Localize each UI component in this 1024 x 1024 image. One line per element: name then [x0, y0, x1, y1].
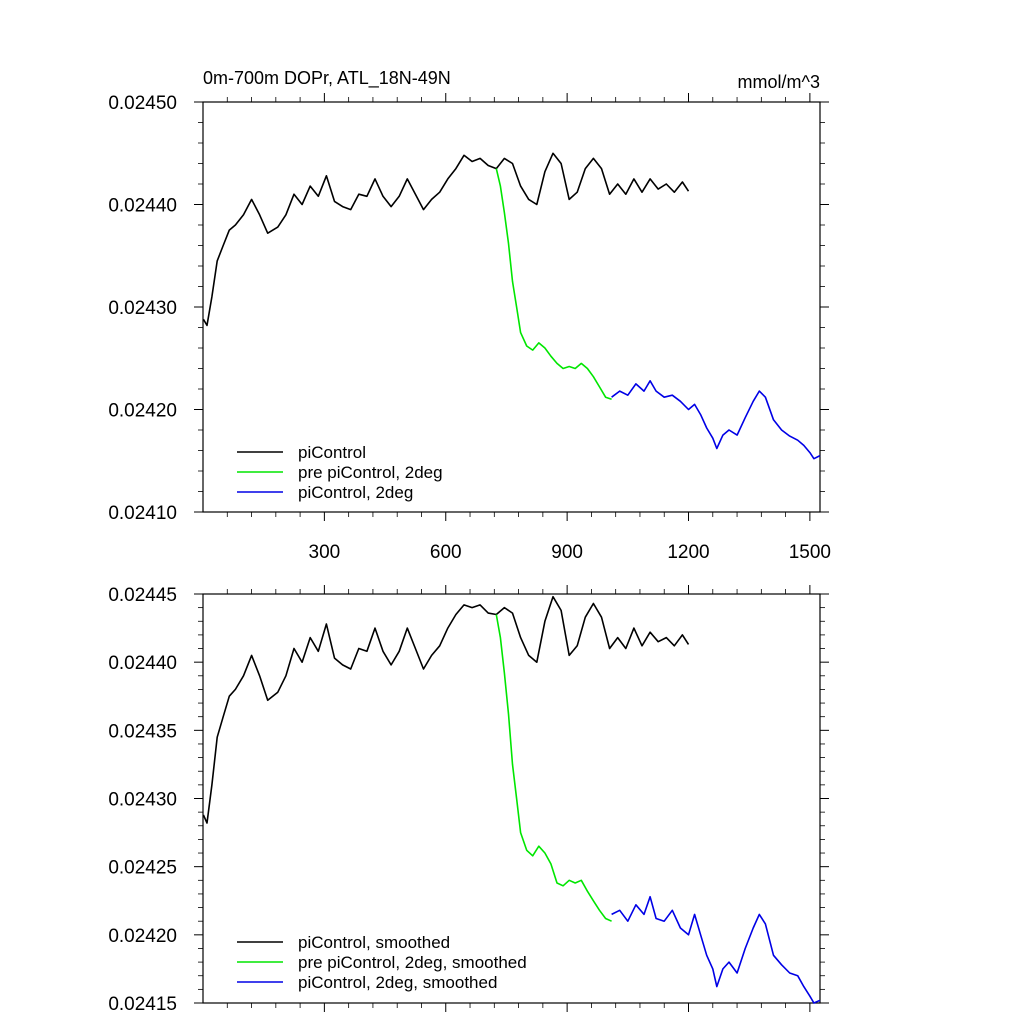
- series-line: [611, 895, 821, 1004]
- series-line: [495, 614, 612, 922]
- y-tick-label: 0.02410: [108, 503, 177, 524]
- plot-frame: [202, 593, 821, 1004]
- y-tick-label: 0.02450: [108, 93, 177, 114]
- y-tick-label: 0.02440: [108, 653, 177, 674]
- y-tick-label: 0.02435: [108, 721, 177, 742]
- x-tick-label: 600: [430, 542, 462, 563]
- y-tick-label: 0.02425: [108, 858, 177, 879]
- chart-units: mmol/m^3: [738, 72, 820, 92]
- y-tick-label: 0.02420: [108, 401, 177, 422]
- series-line: [202, 595, 690, 824]
- legend-label: pre piControl, 2deg: [298, 463, 443, 482]
- y-tick-label: 0.02445: [108, 585, 177, 606]
- y-tick-label: 0.02430: [108, 790, 177, 811]
- legend-label: piControl, 2deg: [298, 483, 413, 502]
- top-panel: 0.02410 0.02420 0.02430 0.02440 0.02450 300 60…: [108, 93, 831, 563]
- legend-label: pre piControl, 2deg, smoothed: [298, 953, 527, 972]
- legend-label: piControl, smoothed: [298, 933, 450, 952]
- series-line: [611, 379, 821, 460]
- x-tick-label: 300: [309, 542, 341, 563]
- legend-label: piControl: [298, 443, 366, 462]
- bottom-panel: 0.02415 0.02420 0.02425 0.02430 0.02435 0.024…: [108, 585, 829, 1015]
- y-tick-label: 0.02440: [108, 196, 177, 217]
- y-tick-label: 0.02420: [108, 926, 177, 947]
- x-tick-label: 1500: [789, 542, 831, 563]
- series-line: [202, 152, 690, 327]
- chart-title: 0m-700m DOPr, ATL_18N-49N: [203, 68, 451, 89]
- y-tick-label: 0.02430: [108, 298, 177, 319]
- x-tick-label: 900: [551, 542, 583, 563]
- legend-label: piControl, 2deg, smoothed: [298, 973, 497, 992]
- y-tick-label: 0.02415: [108, 994, 177, 1015]
- series-line: [495, 168, 612, 401]
- x-tick-label: 1200: [667, 542, 709, 563]
